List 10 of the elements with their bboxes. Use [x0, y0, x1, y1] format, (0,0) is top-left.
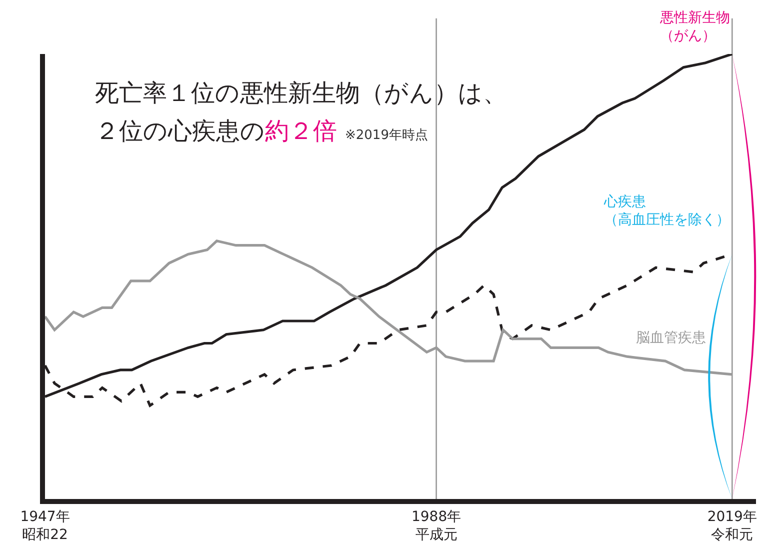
series-label: 悪性新生物（がん） — [659, 10, 730, 44]
annotation: ※2019年時点 — [345, 128, 428, 143]
x-tick-label: 2019年令和元 — [707, 508, 757, 543]
series-label: 心疾患（高血圧性を除く） — [603, 194, 730, 228]
x-tick-label: 1988年平成元 — [411, 508, 462, 543]
text: 死亡率１位の悪性新生物（がん）は、 — [95, 78, 507, 109]
annotation: 約２倍 — [265, 117, 337, 145]
series-label: 脳血管疾患 — [636, 330, 706, 346]
x-tick-label: 1947年昭和22 — [20, 508, 70, 543]
text: ２位の心疾患の — [95, 117, 265, 145]
